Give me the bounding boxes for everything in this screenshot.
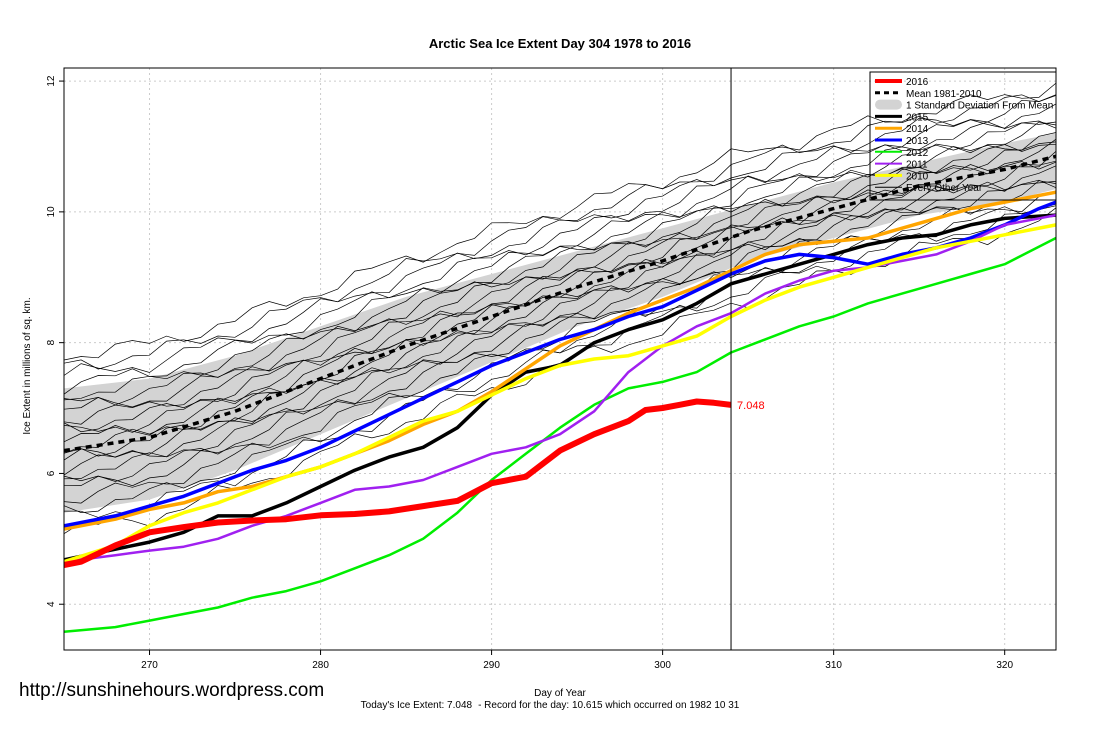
other-year-line	[63, 94, 1057, 370]
legend-label: 1 Standard Deviation From Mean	[906, 101, 1053, 112]
x-tick-label: 320	[996, 660, 1013, 671]
legend-label: Every Other Year	[906, 183, 983, 194]
other-year-line	[63, 82, 1057, 361]
footer-summary: Today's Ice Extent: 7.048 - Record for th…	[0, 700, 1100, 711]
series-line-2014	[63, 190, 1057, 531]
x-tick-label: 310	[825, 660, 842, 671]
series-line-2016	[63, 398, 732, 568]
legend-label: 2015	[906, 112, 929, 123]
legend-label: 2014	[906, 124, 929, 135]
plot-frame	[63, 67, 1057, 651]
todays-extent: Today's Ice Extent: 7.048	[360, 700, 473, 711]
x-axis-label: Day of Year	[534, 688, 586, 699]
other-year-line	[63, 103, 1057, 395]
other-year-line	[63, 150, 1057, 454]
other-year-line	[63, 180, 1057, 487]
legend-label: 2011	[906, 160, 928, 171]
legend-label: Mean 1981-2010	[906, 89, 982, 100]
y-tick-label: 6	[46, 470, 57, 476]
year-series	[63, 190, 1057, 633]
series-line-2013	[63, 200, 1057, 528]
other-year-line	[63, 132, 1057, 425]
legend-swatch	[875, 99, 902, 110]
legend-label: 2013	[906, 136, 929, 147]
y-tick-label: 12	[46, 75, 57, 87]
std-deviation-band	[64, 133, 1056, 513]
series-line-2012	[63, 236, 1057, 633]
std-band-area	[64, 133, 1056, 513]
chart-title: Arctic Sea Ice Extent Day 304 1978 to 20…	[429, 36, 691, 51]
x-tick-label: 280	[312, 660, 329, 671]
current-day-marker: 7.048	[730, 68, 765, 650]
legend-label: 2012	[906, 148, 929, 159]
record-for-day: - Record for the day: 10.615 which occur…	[478, 700, 740, 711]
axes: 270 280 290 300 310 320 4 6 8 10 12	[46, 67, 1057, 671]
y-axis-label: Ice Extent in millions of sq. km.	[22, 297, 33, 434]
x-tick-label: 290	[483, 660, 500, 671]
x-tick-label: 300	[654, 660, 671, 671]
y-tick-label: 4	[46, 601, 57, 607]
series-line-2015	[63, 213, 1057, 562]
other-year-line	[63, 141, 1057, 433]
mean-1981-2010-line	[63, 154, 1057, 453]
other-year-line	[63, 95, 1057, 376]
other-year-line	[63, 179, 1057, 482]
current-value-label: 7.048	[737, 400, 765, 412]
other-year-line	[63, 120, 1057, 406]
watermark-url: http://sunshinehours.wordpress.com	[19, 680, 325, 701]
legend-box	[869, 71, 1057, 201]
legend-label: 2010	[906, 171, 929, 182]
series-line-2010	[63, 223, 1057, 564]
y-tick-label: 10	[46, 206, 57, 218]
legend-label: 2016	[906, 77, 929, 88]
y-tick-label: 8	[46, 339, 57, 345]
mean-line	[63, 154, 1057, 453]
other-year-line	[63, 121, 1057, 401]
x-tick-label: 270	[141, 660, 158, 671]
other-year-line	[63, 138, 1057, 443]
